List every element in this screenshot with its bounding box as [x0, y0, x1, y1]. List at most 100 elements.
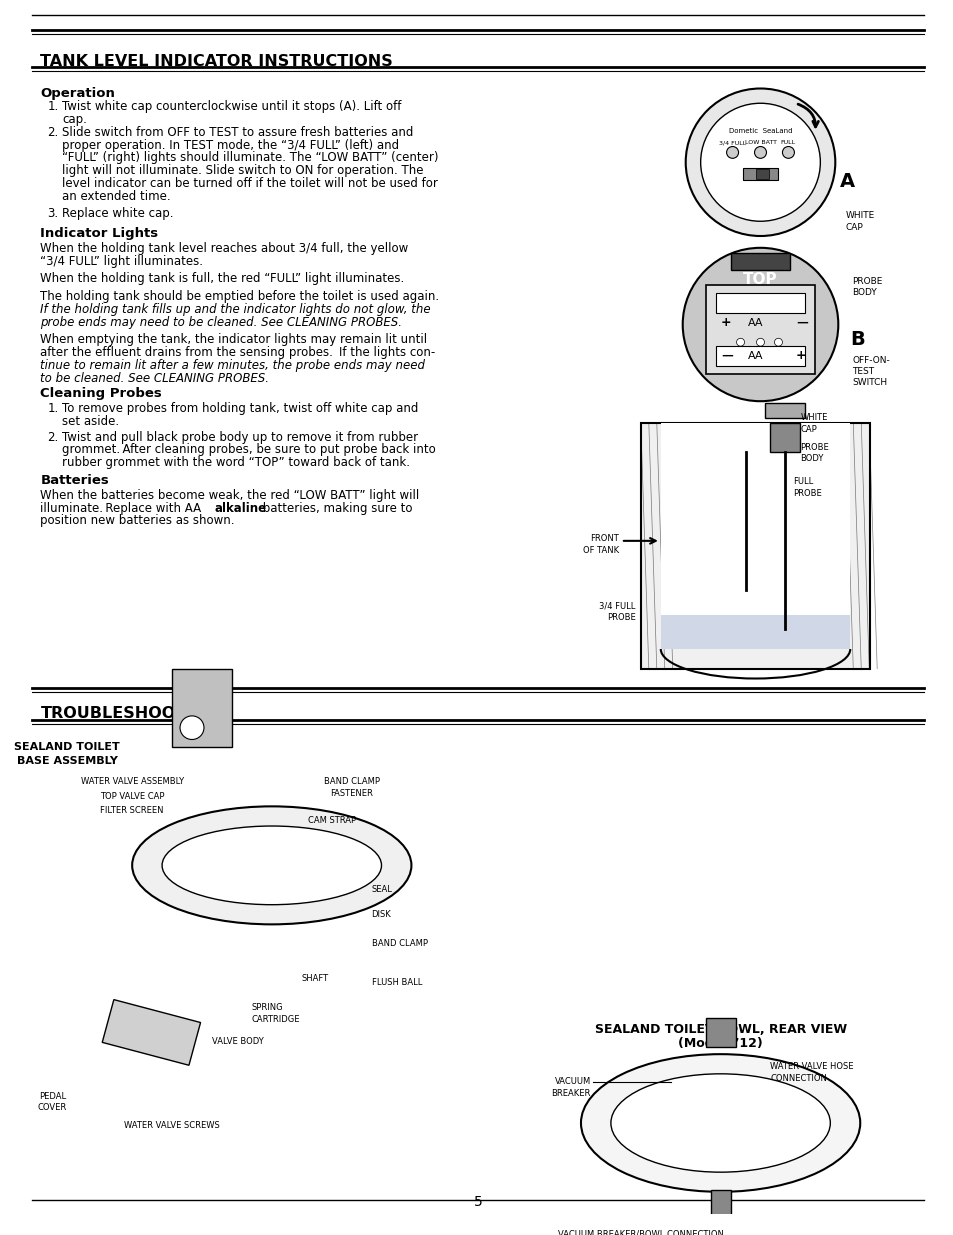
Text: When the holding tank is full, the red “FULL” light illuminates.: When the holding tank is full, the red “… [40, 273, 404, 285]
Bar [755, 169, 769, 179]
Bar [710, 1189, 730, 1219]
Text: light will not illuminate. Slide switch to ON for operation. The: light will not illuminate. Slide switch … [62, 164, 423, 177]
Text: When the holding tank level reaches about 3/4 full, the yellow: When the holding tank level reaches abou… [40, 242, 408, 254]
Text: 5: 5 [474, 1194, 482, 1209]
Text: Slide switch from OFF to TEST to assure fresh batteries and: Slide switch from OFF to TEST to assure … [62, 126, 414, 138]
Text: SEALAND TOILET BOWL, REAR VIEW: SEALAND TOILET BOWL, REAR VIEW [594, 1023, 846, 1036]
Text: Batteries: Batteries [40, 474, 109, 487]
Bar [660, 615, 849, 650]
Text: +: + [795, 350, 805, 363]
Text: If the holding tank fills up and the indicator lights do not glow, the: If the holding tank fills up and the ind… [40, 303, 431, 316]
Circle shape [781, 147, 794, 158]
Text: COVER: COVER [38, 1103, 67, 1113]
Text: SHAFT: SHAFT [301, 973, 329, 983]
Text: SEAL: SEAL [371, 885, 392, 894]
Circle shape [756, 338, 763, 346]
Text: CONNECTION: CONNECTION [770, 1073, 826, 1083]
Text: an extended time.: an extended time. [62, 190, 171, 203]
Text: OF TANK: OF TANK [582, 546, 618, 555]
Text: grommet. After cleaning probes, be sure to put probe back into: grommet. After cleaning probes, be sure … [62, 443, 436, 457]
Text: after the effluent drains from the sensing probes.  If the lights con-: after the effluent drains from the sensi… [40, 346, 436, 359]
Circle shape [736, 338, 743, 346]
Text: WHITE: WHITE [844, 211, 874, 220]
Circle shape [685, 89, 835, 236]
Text: OFF-ON-: OFF-ON- [851, 356, 889, 366]
Text: PROBE: PROBE [851, 278, 882, 287]
Text: BAND CLAMP: BAND CLAMP [323, 777, 379, 785]
Text: 2.: 2. [48, 431, 58, 443]
Text: −: − [795, 314, 808, 331]
Text: Dometic  SeaLand: Dometic SeaLand [728, 127, 791, 133]
Ellipse shape [132, 806, 411, 924]
Ellipse shape [580, 1055, 860, 1192]
Text: tinue to remain lit after a few minutes, the probe ends may need: tinue to remain lit after a few minutes,… [40, 359, 425, 372]
Text: FASTENER: FASTENER [330, 789, 373, 798]
Text: probe ends may need to be cleaned. See CLEANING PROBES.: probe ends may need to be cleaned. See C… [40, 316, 402, 329]
Text: PROBE: PROBE [800, 442, 828, 452]
Bar [660, 422, 849, 650]
Bar [640, 422, 869, 668]
Text: AA: AA [747, 351, 762, 361]
Bar [741, 168, 778, 180]
Text: TROUBLESHOOTING: TROUBLESHOOTING [40, 706, 219, 721]
Text: B: B [849, 330, 864, 348]
Ellipse shape [162, 826, 381, 905]
Text: CARTRIDGE: CARTRIDGE [252, 1015, 300, 1024]
Bar [730, 253, 790, 270]
Text: TANK LEVEL INDICATOR INSTRUCTIONS: TANK LEVEL INDICATOR INSTRUCTIONS [40, 54, 393, 69]
Text: 1.: 1. [48, 403, 58, 415]
Text: FULL: FULL [793, 477, 813, 485]
Text: VALVE BODY: VALVE BODY [212, 1037, 263, 1046]
Text: SEALAND TOILET: SEALAND TOILET [14, 742, 120, 752]
Text: Operation: Operation [40, 86, 115, 100]
Bar [715, 346, 804, 366]
Text: AA: AA [747, 317, 762, 327]
Text: illuminate. Replace with AA: illuminate. Replace with AA [40, 501, 205, 515]
Text: Indicator Lights: Indicator Lights [40, 227, 158, 240]
Text: “3/4 FULL” light illuminates.: “3/4 FULL” light illuminates. [40, 254, 203, 268]
Text: LOW BATT: LOW BATT [743, 140, 776, 144]
Bar [764, 403, 804, 417]
Text: BODY: BODY [800, 454, 822, 463]
Bar [172, 668, 232, 747]
Text: To remove probes from holding tank, twist off white cap and: To remove probes from holding tank, twis… [62, 403, 418, 415]
Text: 3/4 FULL: 3/4 FULL [719, 140, 745, 144]
Text: CAP: CAP [844, 224, 862, 232]
Circle shape [700, 104, 820, 221]
Text: VACUUM: VACUUM [554, 1077, 590, 1086]
Text: CAM STRAP: CAM STRAP [307, 816, 355, 825]
Text: Replace white cap.: Replace white cap. [62, 207, 173, 221]
Text: 2.: 2. [48, 126, 58, 138]
Text: PROBE: PROBE [793, 489, 821, 498]
Text: “FULL” (right) lights should illuminate. The “LOW BATT” (center): “FULL” (right) lights should illuminate.… [62, 152, 438, 164]
Text: proper operation. In TEST mode, the “3/4 FULL” (left) and: proper operation. In TEST mode, the “3/4… [62, 138, 399, 152]
Text: rubber grommet with the word “TOP” toward back of tank.: rubber grommet with the word “TOP” towar… [62, 456, 410, 469]
Text: (Model 712): (Model 712) [678, 1037, 762, 1051]
Text: set aside.: set aside. [62, 415, 119, 429]
Bar [705, 1018, 735, 1047]
Text: FRONT: FRONT [590, 534, 618, 543]
Text: When emptying the tank, the indicator lights may remain lit until: When emptying the tank, the indicator li… [40, 333, 427, 346]
Text: When the batteries become weak, the red “LOW BATT” light will: When the batteries become weak, the red … [40, 489, 419, 501]
Text: batteries, making sure to: batteries, making sure to [258, 501, 412, 515]
Text: FILTER SCREEN: FILTER SCREEN [100, 806, 164, 815]
Text: PEDAL: PEDAL [39, 1092, 66, 1100]
Text: FULL: FULL [781, 140, 795, 144]
Circle shape [726, 147, 738, 158]
Text: cap.: cap. [62, 114, 87, 126]
Text: WHITE: WHITE [800, 412, 827, 422]
Bar [770, 422, 800, 452]
Text: Twist and pull black probe body up to remove it from rubber: Twist and pull black probe body up to re… [62, 431, 418, 443]
Text: +: + [720, 316, 730, 329]
Text: The holding tank should be emptied before the toilet is used again.: The holding tank should be emptied befor… [40, 290, 439, 303]
Text: TOP: TOP [742, 272, 777, 287]
Text: alkaline: alkaline [214, 501, 267, 515]
Text: WATER VALVE HOSE: WATER VALVE HOSE [770, 1062, 853, 1071]
Circle shape [754, 147, 765, 158]
Text: SWITCH: SWITCH [851, 378, 886, 387]
Text: BASE ASSEMBLY: BASE ASSEMBLY [17, 756, 117, 766]
Text: position new batteries as shown.: position new batteries as shown. [40, 514, 234, 527]
Text: WATER VALVE SCREWS: WATER VALVE SCREWS [124, 1121, 220, 1130]
Text: BREAKER: BREAKER [551, 1088, 590, 1098]
Text: A: A [840, 173, 855, 191]
